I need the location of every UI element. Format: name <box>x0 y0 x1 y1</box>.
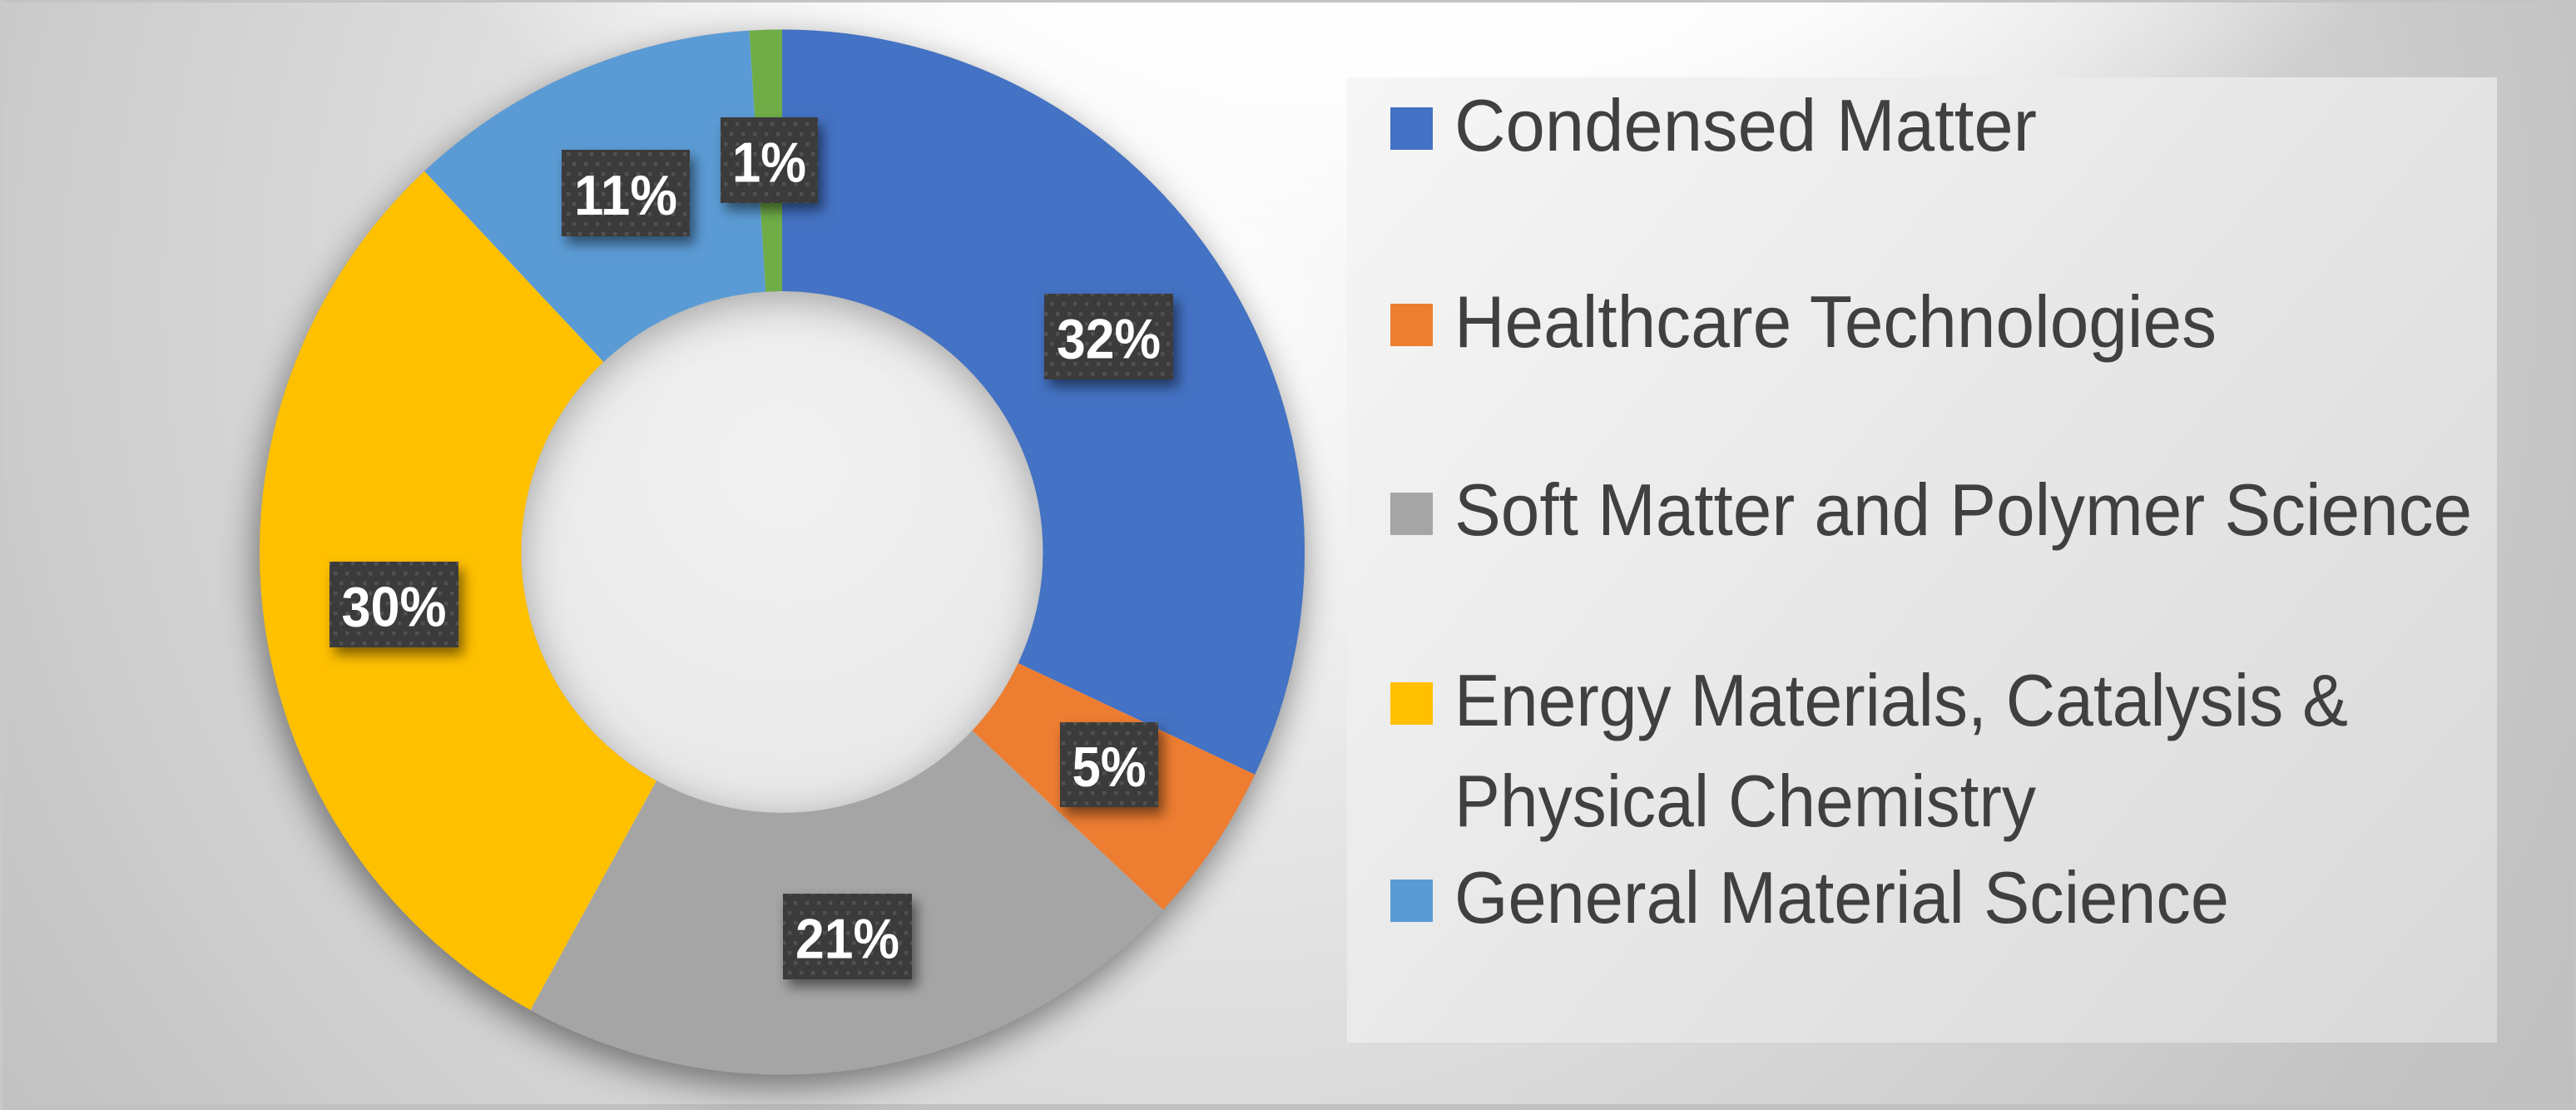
svg-text:General Material Science: General Material Science <box>1454 856 2229 939</box>
svg-text:11%: 11% <box>574 164 677 227</box>
svg-text:32%: 32% <box>1057 308 1161 371</box>
svg-text:Condensed Matter: Condensed Matter <box>1454 84 2037 166</box>
svg-text:1%: 1% <box>732 131 806 195</box>
svg-text:Physical Chemistry: Physical Chemistry <box>1454 760 2036 842</box>
svg-text:21%: 21% <box>795 908 899 971</box>
svg-text:30%: 30% <box>342 576 447 639</box>
svg-text:5%: 5% <box>1073 736 1147 799</box>
svg-text:Soft Matter and Polymer Scienc: Soft Matter and Polymer Science <box>1454 468 2472 551</box>
svg-text:Energy Materials, Catalysis &: Energy Materials, Catalysis & <box>1454 659 2348 741</box>
svg-text:Healthcare Technologies: Healthcare Technologies <box>1454 280 2217 363</box>
